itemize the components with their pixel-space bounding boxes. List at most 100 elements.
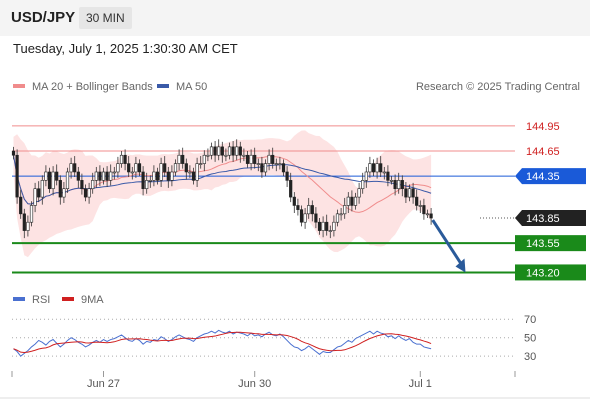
candle-body (346, 196, 350, 206)
x-tick-label: Jun 27 (87, 378, 120, 390)
candle (371, 159, 376, 177)
candle (98, 165, 102, 187)
candle-body (242, 154, 246, 157)
candle (224, 148, 228, 162)
candle (73, 156, 77, 177)
rsi-tick-label: 50 (524, 333, 536, 345)
candle (231, 141, 235, 162)
candle-body (425, 213, 430, 216)
candle-body (40, 180, 44, 198)
candle (242, 148, 246, 162)
candle-body (217, 146, 221, 156)
candle (127, 156, 131, 177)
candle (33, 182, 37, 213)
candle (281, 159, 286, 177)
candle (325, 214, 329, 236)
candle-body (47, 171, 52, 190)
candle (69, 157, 73, 179)
candle (357, 182, 361, 204)
candle (191, 167, 196, 185)
candle-body (317, 221, 322, 231)
candle-body (335, 213, 340, 223)
candle (145, 172, 149, 194)
candle-body (418, 205, 422, 207)
support-label-box (515, 235, 586, 252)
candle (47, 167, 52, 193)
candle-body (274, 163, 278, 165)
candle-body (137, 163, 142, 173)
candle-body (285, 171, 289, 181)
rsi-legend-label: 9MA (81, 294, 104, 306)
candle (112, 166, 116, 180)
candle-body (325, 221, 329, 231)
candle (422, 198, 426, 220)
candle (155, 167, 160, 185)
candle-body (224, 154, 228, 157)
candle-body (393, 180, 397, 190)
candle-body (191, 171, 196, 181)
current-price-box (515, 168, 586, 185)
last-price-label: 143.85 (526, 213, 560, 225)
forecast-arrow-shaft (431, 219, 463, 266)
candle (76, 166, 80, 188)
candle (51, 166, 55, 196)
timeframe-badge[interactable]: 30 MIN (79, 7, 132, 29)
candle-body (339, 213, 343, 216)
candle (375, 157, 379, 179)
candle-body (389, 180, 394, 182)
candle-body (422, 205, 426, 215)
candle (170, 165, 174, 187)
candle-body (357, 188, 361, 198)
rsi-line (13, 329, 432, 357)
candle-body (400, 180, 404, 190)
candle (55, 164, 59, 186)
candle (119, 151, 124, 168)
candle-body (382, 171, 386, 174)
candle (15, 149, 19, 204)
candle (166, 166, 170, 188)
candle (65, 167, 70, 193)
candle-body (181, 154, 185, 164)
candle-body (155, 171, 160, 181)
rsi-legend-swatch (13, 297, 25, 301)
candle (321, 216, 325, 238)
candle (206, 148, 210, 162)
candle (350, 190, 354, 212)
candle (393, 174, 397, 196)
candle (353, 192, 358, 210)
candle-body (299, 209, 304, 223)
candle (335, 209, 340, 227)
candle (177, 149, 181, 171)
candle-body (98, 171, 102, 181)
datetime-label: Tuesday, July 1, 2025 1:30:30 AM CET (13, 41, 238, 56)
candle (213, 141, 217, 162)
candle-body (361, 180, 365, 190)
candle (382, 166, 386, 180)
candle-body (87, 188, 91, 198)
candle-body (404, 188, 408, 198)
candle-body (44, 171, 48, 181)
candle-body (213, 146, 217, 156)
candle-body (411, 188, 415, 198)
candle-body (260, 163, 264, 173)
candle (379, 156, 383, 177)
legend-label: MA 20 + Bollinger Bands (32, 81, 153, 93)
candle (163, 156, 167, 177)
candle (26, 215, 30, 237)
candle-body (163, 163, 167, 173)
candle-body (152, 171, 156, 181)
forecast-arrow (431, 219, 466, 273)
candle (109, 164, 113, 186)
candle (227, 142, 232, 160)
candle-body (69, 163, 73, 173)
candle-body (321, 221, 325, 231)
candle-body (94, 171, 98, 181)
candle-body (112, 171, 116, 174)
credit-text: Research © 2025 Trading Central (416, 81, 580, 93)
candle-body (195, 163, 199, 181)
main-legend: MA 20 + Bollinger Bands MA 50 (13, 81, 207, 93)
candle (343, 197, 347, 219)
candle-body (310, 205, 314, 215)
candle (296, 198, 300, 216)
